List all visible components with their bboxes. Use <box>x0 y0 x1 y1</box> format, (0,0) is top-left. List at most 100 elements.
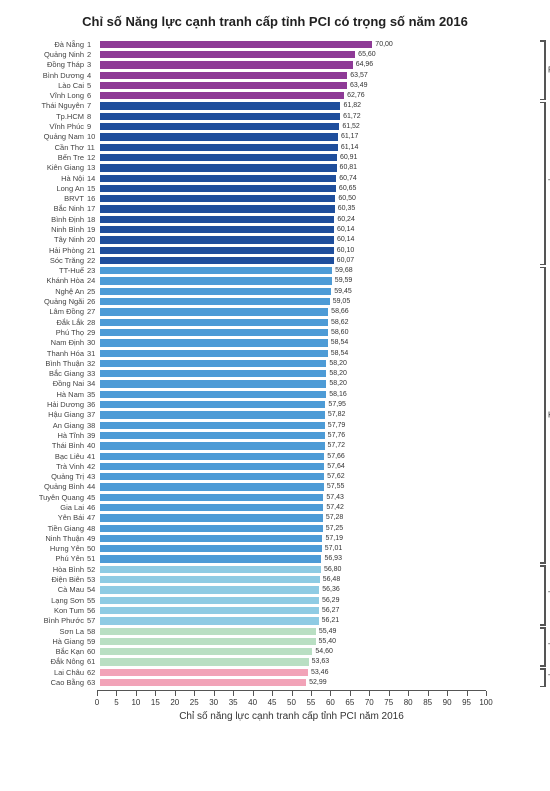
bar <box>100 277 332 284</box>
x-tick-label: 45 <box>268 698 277 707</box>
province-label: Bạc Liêu <box>6 452 87 461</box>
rank-label: 40 <box>87 441 100 450</box>
province-label: An Giang <box>6 421 87 430</box>
bar <box>100 411 325 418</box>
bar-track: 60,50 <box>100 194 544 203</box>
bar-row: Tiền Giang4857,25 <box>6 523 544 533</box>
bar <box>100 607 319 614</box>
province-label: Bắc Giang <box>6 369 87 378</box>
bar-track: 58,60 <box>100 328 544 337</box>
bar-value: 57,82 <box>328 410 346 419</box>
x-tick-label: 15 <box>151 698 160 707</box>
bar-track: 58,54 <box>100 349 544 358</box>
x-tick <box>175 691 176 696</box>
x-tick-label: 80 <box>404 698 413 707</box>
bar-track: 62,76 <box>100 91 544 100</box>
bar-track: 57,66 <box>100 452 544 461</box>
bar-track: 57,62 <box>100 472 544 481</box>
province-label: Thái Bình <box>6 441 87 450</box>
bar-track: 56,93 <box>100 554 544 563</box>
rank-label: 11 <box>87 143 100 152</box>
bar <box>100 494 323 501</box>
rank-label: 12 <box>87 153 100 162</box>
rank-label: 17 <box>87 204 100 213</box>
bar <box>100 422 325 429</box>
bar-row: Bạc Liêu4157,66 <box>6 451 544 461</box>
bar-row: Hà Giang5955,40 <box>6 636 544 646</box>
bar <box>100 175 336 182</box>
rank-label: 21 <box>87 246 100 255</box>
province-label: Đắk Nông <box>6 657 87 666</box>
bar-row: Khánh Hòa2459,59 <box>6 276 544 286</box>
bar-row: Sơn La5855,49 <box>6 626 544 636</box>
bar-value: 60,14 <box>337 225 355 234</box>
bar-track: 57,01 <box>100 544 544 553</box>
bar-track: 70,00 <box>100 40 544 49</box>
province-label: Bình Thuận <box>6 359 87 368</box>
bar-track: 58,16 <box>100 390 544 399</box>
rank-label: 1 <box>87 40 100 49</box>
bar-track: 57,19 <box>100 534 544 543</box>
bar-track: 56,29 <box>100 596 544 605</box>
bar-track: 61,17 <box>100 132 544 141</box>
bar <box>100 61 353 68</box>
bar-track: 57,28 <box>100 513 544 522</box>
bar-value: 61,52 <box>342 122 360 131</box>
bar-row: Vĩnh Phúc961,52 <box>6 121 544 131</box>
group-bracket-cap <box>540 102 546 104</box>
province-label: Vĩnh Long <box>6 91 87 100</box>
province-label: Hậu Giang <box>6 410 87 419</box>
bar <box>100 483 324 490</box>
bar-track: 53,63 <box>100 657 544 666</box>
bar-track: 56,48 <box>100 575 544 584</box>
group-bracket-cap <box>540 624 546 626</box>
bar <box>100 648 312 655</box>
bar-row: Cao Bằng6352,99 <box>6 677 544 687</box>
rank-label: 59 <box>87 637 100 646</box>
bar-value: 57,43 <box>326 493 344 502</box>
bar-value: 61,17 <box>341 132 359 141</box>
rank-label: 16 <box>87 194 100 203</box>
bar-value: 58,54 <box>331 349 349 358</box>
province-label: Hải Phòng <box>6 246 87 255</box>
rank-label: 45 <box>87 493 100 502</box>
bar <box>100 236 334 243</box>
bar-row: Quảng Ngãi2659,05 <box>6 296 544 306</box>
rank-label: 5 <box>87 81 100 90</box>
bar-row: Tuyên Quang4557,43 <box>6 492 544 502</box>
bar-track: 60,65 <box>100 184 544 193</box>
province-label: Hà Nam <box>6 390 87 399</box>
bar-track: 58,62 <box>100 318 544 327</box>
x-tick-label: 35 <box>229 698 238 707</box>
bar <box>100 597 319 604</box>
bar <box>100 82 347 89</box>
bar-value: 57,62 <box>327 472 345 481</box>
bar-track: 60,14 <box>100 235 544 244</box>
bar-value: 57,95 <box>328 400 346 409</box>
x-tick-label: 100 <box>479 698 492 707</box>
bar <box>100 298 330 305</box>
rank-label: 58 <box>87 627 100 636</box>
rank-label: 42 <box>87 462 100 471</box>
rank-label: 36 <box>87 400 100 409</box>
bar-track: 58,20 <box>100 379 544 388</box>
bar <box>100 350 328 357</box>
bar-track: 61,52 <box>100 122 544 131</box>
bar-track: 61,72 <box>100 112 544 121</box>
bar-track: 61,14 <box>100 143 544 152</box>
rank-label: 48 <box>87 524 100 533</box>
province-label: Quảng Ninh <box>6 50 87 59</box>
bar-row: Thanh Hóa3158,54 <box>6 348 544 358</box>
rank-label: 18 <box>87 215 100 224</box>
bar <box>100 473 324 480</box>
rank-label: 63 <box>87 678 100 687</box>
bar-row: Điện Biên5356,48 <box>6 574 544 584</box>
province-label: Lai Châu <box>6 668 87 677</box>
province-label: Bến Tre <box>6 153 87 162</box>
bar <box>100 288 331 295</box>
rank-label: 60 <box>87 647 100 656</box>
bar-track: 57,76 <box>100 431 544 440</box>
bar <box>100 566 321 573</box>
x-tick <box>389 691 390 696</box>
bar-value: 58,54 <box>331 338 349 347</box>
